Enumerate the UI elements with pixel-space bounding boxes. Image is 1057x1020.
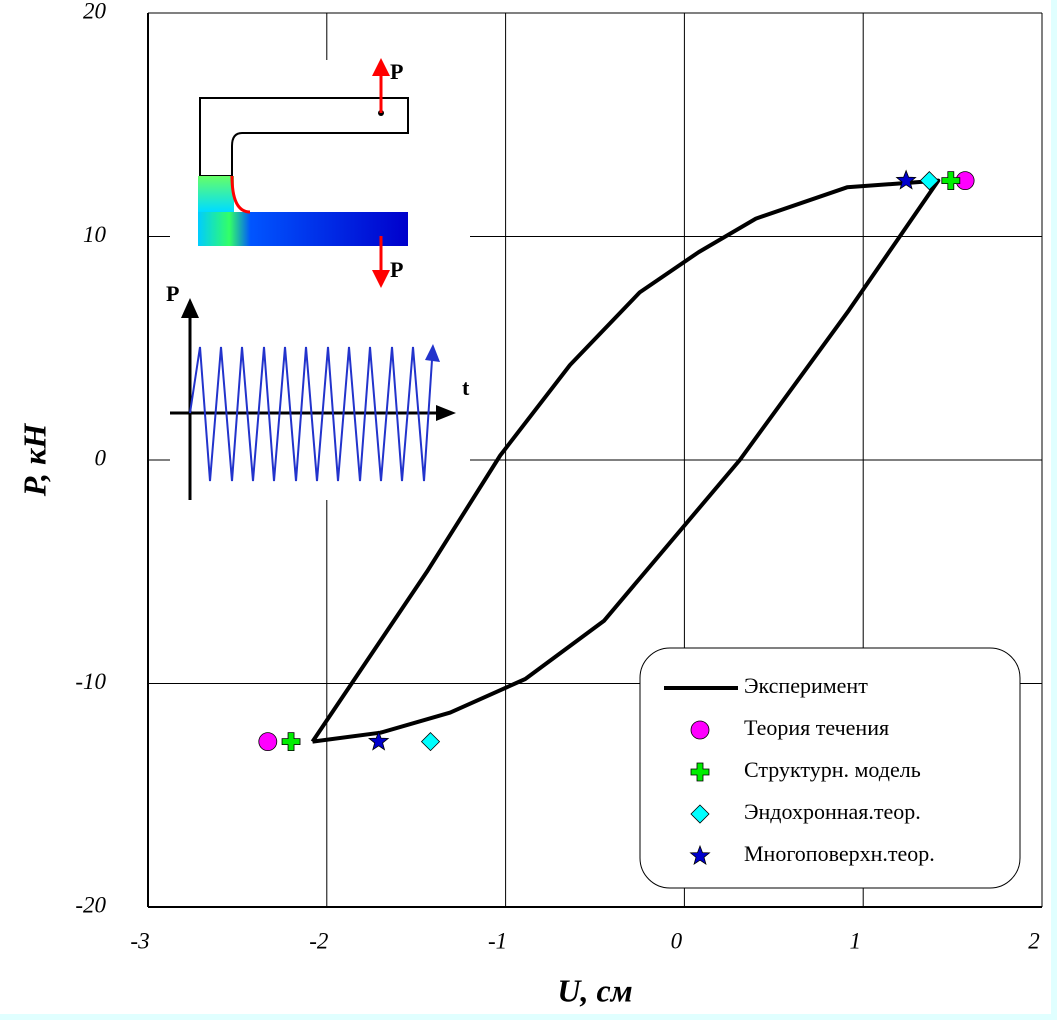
inset-diagram: P P P t: [166, 58, 470, 500]
annotation: P: [390, 257, 403, 282]
chart: -3-2-1012-20-1001020 P P P t U, см P, кН…: [0, 0, 1057, 1020]
x-tick-label: 2: [1028, 928, 1040, 953]
marker: [691, 721, 709, 739]
annotation: P: [390, 59, 403, 84]
annotation: t: [462, 375, 470, 400]
legend-label: Структурн. модель: [744, 757, 921, 782]
x-tick-label: 0: [671, 928, 683, 953]
frame-edge: [1051, 0, 1057, 1020]
specimen-bottom: [198, 212, 408, 246]
frame-edge: [0, 1014, 1057, 1020]
y-tick-label: 0: [95, 445, 107, 470]
x-tick-label: -3: [130, 928, 149, 953]
marker: [259, 733, 277, 751]
x-tick-label: 1: [849, 928, 861, 953]
y-tick-label: -10: [75, 669, 106, 694]
legend-label: Многоповерхн.теор.: [744, 841, 935, 866]
annotation: P: [166, 281, 179, 306]
legend-label: Эксперимент: [744, 673, 868, 698]
y-tick-label: 10: [83, 222, 107, 247]
y-tick-label: -20: [75, 892, 106, 917]
y-axis-title: P, кН: [16, 423, 52, 498]
x-axis-title: U, см: [557, 972, 632, 1008]
x-tick-label: -2: [309, 928, 328, 953]
y-tick-label: 20: [83, 0, 107, 23]
legend-label: Теория течения: [744, 715, 889, 740]
x-tick-label: -1: [488, 928, 507, 953]
legend-label: Эндохронная.теор.: [744, 799, 921, 824]
